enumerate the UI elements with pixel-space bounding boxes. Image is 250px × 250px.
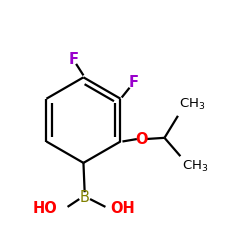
- Text: F: F: [69, 52, 79, 66]
- Text: F: F: [129, 75, 139, 90]
- Text: B: B: [80, 190, 90, 204]
- Text: OH: OH: [110, 200, 135, 216]
- Text: O: O: [135, 132, 147, 146]
- Text: CH$_3$: CH$_3$: [182, 158, 208, 174]
- Text: HO: HO: [32, 200, 57, 216]
- Text: CH$_3$: CH$_3$: [179, 97, 206, 112]
